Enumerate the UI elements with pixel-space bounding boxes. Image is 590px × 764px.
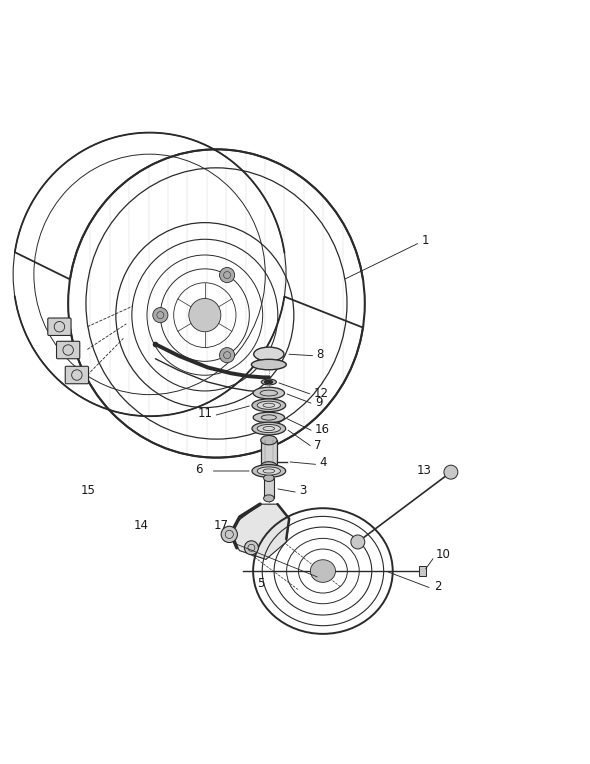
FancyBboxPatch shape <box>65 366 88 384</box>
Ellipse shape <box>264 495 274 502</box>
Bar <box>261 440 277 466</box>
Text: 1: 1 <box>422 234 430 247</box>
Circle shape <box>444 465 458 479</box>
Ellipse shape <box>261 435 277 445</box>
Text: 4: 4 <box>319 456 327 469</box>
FancyBboxPatch shape <box>48 318 71 335</box>
Ellipse shape <box>251 359 286 370</box>
Ellipse shape <box>253 413 284 422</box>
Text: 13: 13 <box>417 464 432 477</box>
Circle shape <box>219 348 235 363</box>
Text: 14: 14 <box>133 519 148 532</box>
Circle shape <box>221 526 237 542</box>
Bar <box>264 478 274 498</box>
Ellipse shape <box>310 560 336 582</box>
Text: 8: 8 <box>316 348 324 361</box>
Text: 12: 12 <box>314 387 329 400</box>
Text: 16: 16 <box>315 423 330 436</box>
Ellipse shape <box>254 347 284 361</box>
Circle shape <box>153 308 168 322</box>
Ellipse shape <box>257 401 280 410</box>
Ellipse shape <box>252 422 286 435</box>
Text: 11: 11 <box>197 407 212 420</box>
Polygon shape <box>231 504 289 559</box>
Text: 9: 9 <box>315 396 322 409</box>
Text: 15: 15 <box>81 484 96 497</box>
Ellipse shape <box>253 387 284 399</box>
Ellipse shape <box>257 467 280 475</box>
Ellipse shape <box>261 461 277 471</box>
Circle shape <box>351 535 365 549</box>
Text: 5: 5 <box>257 577 264 590</box>
Text: 2: 2 <box>434 580 441 593</box>
Ellipse shape <box>264 474 274 481</box>
Bar <box>419 566 426 576</box>
Text: 17: 17 <box>214 519 228 532</box>
Circle shape <box>219 267 235 283</box>
Text: 6: 6 <box>195 463 202 476</box>
Ellipse shape <box>261 379 276 385</box>
Ellipse shape <box>252 465 286 478</box>
FancyBboxPatch shape <box>57 342 80 359</box>
Ellipse shape <box>257 425 280 432</box>
Text: 3: 3 <box>300 484 307 497</box>
Text: 10: 10 <box>436 549 451 562</box>
Ellipse shape <box>252 399 286 412</box>
Ellipse shape <box>189 299 221 332</box>
Text: 7: 7 <box>314 439 321 452</box>
Circle shape <box>244 541 258 555</box>
